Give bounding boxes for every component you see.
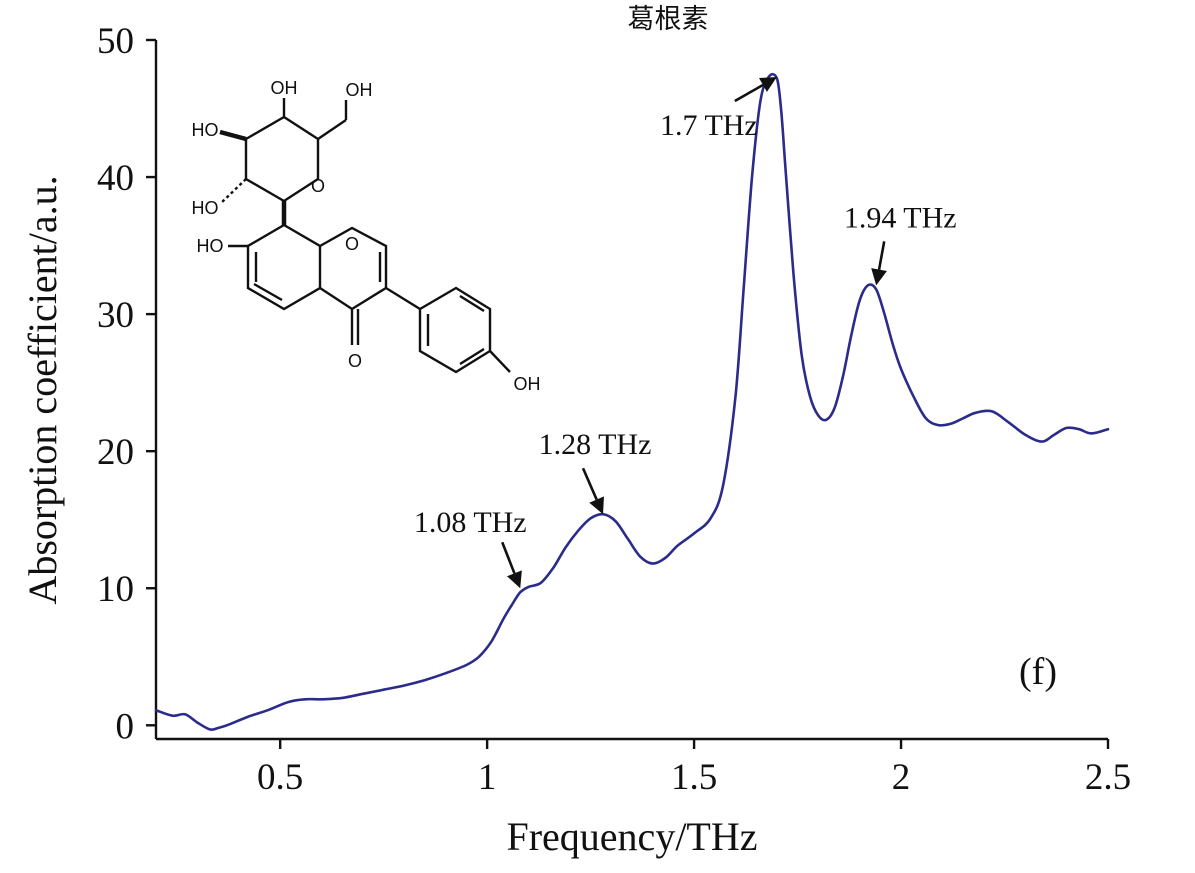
mol-label-o-ring: O bbox=[311, 176, 325, 196]
annotation-arrow-shaft bbox=[735, 85, 763, 101]
y-ticks: 0 10 20 30 40 50 bbox=[97, 21, 156, 747]
mol-label-o-carbonyl: O bbox=[348, 351, 362, 371]
phenol-ring bbox=[420, 288, 490, 372]
benzo-double-1 bbox=[254, 284, 282, 300]
annotation-label: 1.7 THz bbox=[660, 109, 758, 142]
mol-label-ho-2: HO bbox=[192, 198, 219, 218]
panel-label: (f) bbox=[1019, 651, 1057, 693]
mol-label-ho-1: HO bbox=[192, 120, 219, 140]
x-tick-label: 2 bbox=[892, 757, 911, 798]
series-line bbox=[156, 74, 1108, 729]
bond-c5-ch2 bbox=[318, 120, 346, 139]
x-ticks: 0.5 1 1.5 2 2.5 bbox=[257, 739, 1131, 798]
y-tick-label: 50 bbox=[97, 21, 134, 62]
annotations: 1.08 THz 1.28 THz 1.7 THz 1.94 THz bbox=[414, 77, 957, 588]
x-tick-label: 2.5 bbox=[1085, 757, 1131, 798]
x-axis-title: Frequency/THz bbox=[506, 814, 757, 859]
glucose-ring bbox=[246, 117, 318, 201]
x-tick-label: 0.5 bbox=[257, 757, 303, 798]
annotation-arrow-head bbox=[871, 268, 887, 285]
bond-phenol-oh bbox=[490, 351, 510, 372]
mol-label-oh-2: OH bbox=[346, 80, 373, 100]
bond-c1-oh-hash bbox=[220, 179, 246, 204]
x-tick-label: 1.5 bbox=[671, 757, 717, 798]
x-tick-label: 1 bbox=[478, 757, 497, 798]
annotation-label: 1.28 THz bbox=[539, 428, 652, 461]
mol-label-oh-1: OH bbox=[271, 78, 298, 98]
annotation-label: 1.08 THz bbox=[414, 506, 527, 539]
annotation-arrow-shaft bbox=[583, 468, 597, 499]
axes bbox=[156, 40, 1108, 739]
y-axis-title: Absorption coefficient/a.u. bbox=[20, 175, 65, 604]
bond-c2-oh-wedge bbox=[220, 132, 246, 139]
y-tick-label: 40 bbox=[97, 158, 134, 199]
mol-label-oh-3: OH bbox=[514, 374, 541, 394]
annotation-arrow-shaft bbox=[879, 241, 884, 269]
y-tick-label: 10 bbox=[97, 569, 134, 610]
mol-label-o-pyranone: O bbox=[345, 234, 359, 254]
annotation-arrow-shaft bbox=[502, 542, 514, 573]
benzo-ring bbox=[248, 225, 320, 309]
annotation-label: 1.94 THz bbox=[844, 201, 957, 234]
bond-b-ring-link bbox=[386, 288, 420, 309]
y-tick-label: 0 bbox=[116, 706, 135, 747]
chart-title: 葛根素 bbox=[628, 4, 709, 34]
puerarin-structure bbox=[220, 98, 510, 372]
mol-label-ho-3: HO bbox=[197, 236, 224, 256]
y-tick-label: 30 bbox=[97, 295, 134, 336]
y-tick-label: 20 bbox=[97, 432, 134, 473]
